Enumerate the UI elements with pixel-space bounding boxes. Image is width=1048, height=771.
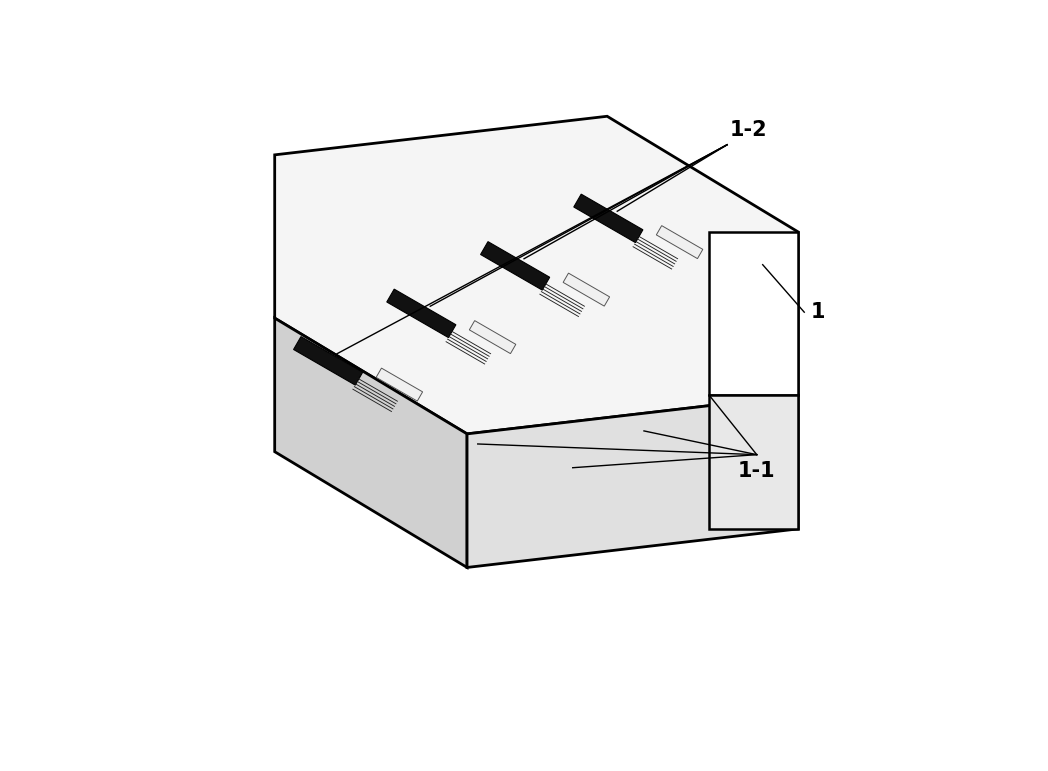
Polygon shape bbox=[574, 194, 642, 243]
Polygon shape bbox=[275, 116, 799, 434]
Polygon shape bbox=[481, 241, 550, 290]
Polygon shape bbox=[709, 396, 799, 529]
Polygon shape bbox=[709, 232, 799, 396]
Polygon shape bbox=[467, 396, 799, 567]
Polygon shape bbox=[563, 273, 610, 306]
Polygon shape bbox=[293, 337, 363, 385]
Text: 1-1: 1-1 bbox=[738, 460, 776, 480]
Polygon shape bbox=[470, 321, 516, 354]
Text: 1: 1 bbox=[810, 302, 825, 322]
Polygon shape bbox=[275, 318, 467, 567]
Polygon shape bbox=[387, 289, 456, 338]
Text: 1-2: 1-2 bbox=[730, 120, 768, 140]
Polygon shape bbox=[376, 368, 422, 401]
Polygon shape bbox=[656, 226, 703, 258]
